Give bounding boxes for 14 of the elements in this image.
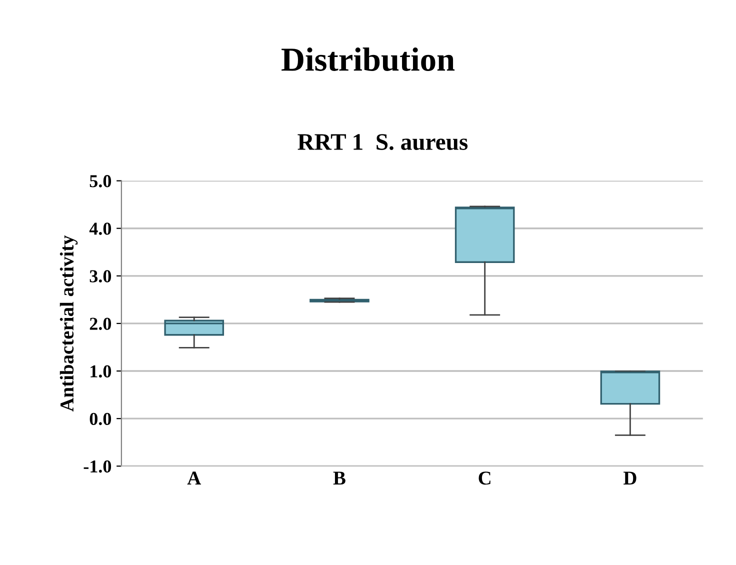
chart-title: Distribution bbox=[282, 47, 455, 72]
x-tick-label: C bbox=[478, 472, 490, 485]
x-tick-label: A bbox=[187, 472, 201, 484]
y-tick-label: -1.0 bbox=[84, 460, 112, 473]
chart-subtitle: RRT 1 S. aureus bbox=[298, 134, 468, 150]
x-tick-label: B bbox=[333, 472, 346, 485]
y-tick-label: 4.0 bbox=[89, 222, 112, 235]
y-tick-label: 0.0 bbox=[90, 412, 112, 426]
x-tick-label: D bbox=[624, 472, 636, 485]
y-tick-label: 2.0 bbox=[90, 318, 112, 330]
y-axis-title: Antibacterial activity bbox=[60, 235, 78, 412]
y-tick-label: 5.0 bbox=[90, 175, 112, 188]
y-tick-label: 1.0 bbox=[90, 365, 112, 378]
y-tick-label: 3.0 bbox=[90, 270, 112, 282]
